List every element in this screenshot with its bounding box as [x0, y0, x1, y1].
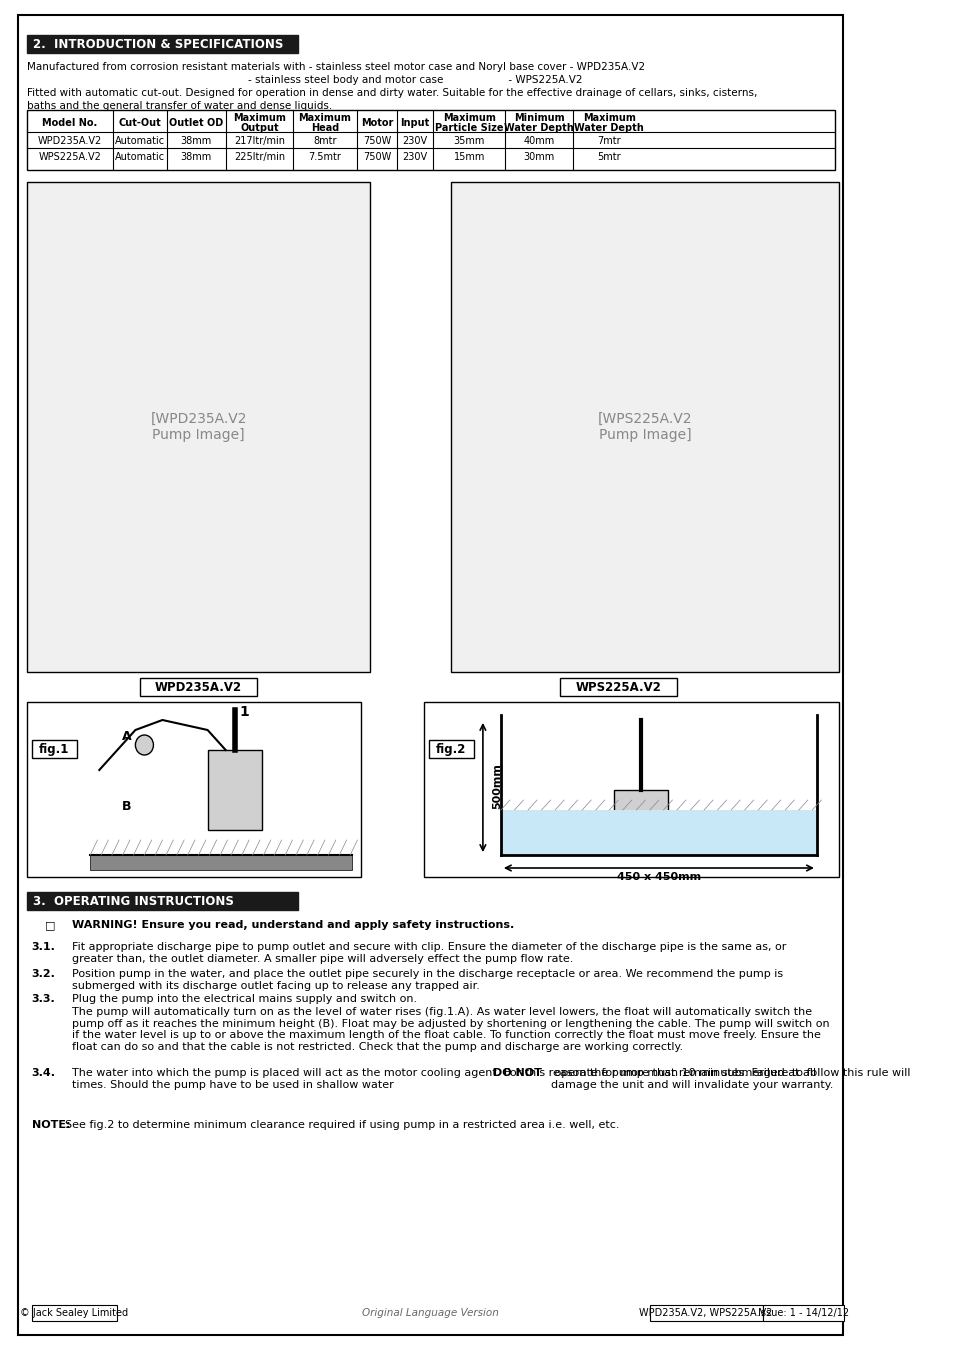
Text: operate for more than 10 minutes. Failure to follow this rule will
damage the un: operate for more than 10 minutes. Failur… — [550, 1068, 909, 1089]
Text: DO NOT: DO NOT — [493, 1068, 541, 1079]
Bar — [761, 1305, 843, 1322]
Text: Fitted with automatic cut-out. Designed for operation in dense and dirty water. : Fitted with automatic cut-out. Designed … — [27, 88, 757, 99]
Text: 230V: 230V — [402, 153, 427, 162]
Bar — [27, 182, 370, 672]
Text: Issue: 1 - 14/12/12: Issue: 1 - 14/12/12 — [757, 1308, 848, 1318]
Text: WARNING! Ensure you read, understand and apply safety instructions.: WARNING! Ensure you read, understand and… — [72, 919, 514, 930]
Bar — [27, 892, 297, 910]
Text: 450 x 450mm: 450 x 450mm — [617, 872, 700, 882]
Text: Input: Input — [400, 117, 430, 128]
Bar — [27, 35, 297, 53]
Text: 3.  OPERATING INSTRUCTIONS: 3. OPERATING INSTRUCTIONS — [33, 895, 234, 909]
Text: Plug the pump into the electrical mains supply and switch on.: Plug the pump into the electrical mains … — [72, 994, 416, 1004]
Bar — [428, 740, 474, 757]
Text: 3.4.: 3.4. — [31, 1068, 55, 1079]
Text: Head: Head — [311, 123, 338, 134]
Text: 1: 1 — [239, 705, 249, 720]
Text: Maximum: Maximum — [442, 113, 496, 123]
Circle shape — [135, 734, 153, 755]
Text: WPS225A.V2: WPS225A.V2 — [38, 153, 101, 162]
Text: Output: Output — [240, 123, 278, 134]
Text: 217ltr/min: 217ltr/min — [233, 136, 285, 146]
Text: □: □ — [45, 919, 55, 930]
Text: [WPS225A.V2
Pump Image]: [WPS225A.V2 Pump Image] — [598, 412, 692, 441]
Text: Water Depth: Water Depth — [574, 123, 643, 134]
Bar — [27, 109, 834, 170]
Text: 40mm: 40mm — [523, 136, 555, 146]
Text: Cut-Out: Cut-Out — [118, 117, 161, 128]
Bar — [559, 678, 677, 697]
Text: 2.  INTRODUCTION & SPECIFICATIONS: 2. INTRODUCTION & SPECIFICATIONS — [33, 38, 283, 51]
Text: See fig.2 to determine minimum clearance required if using pump in a restricted : See fig.2 to determine minimum clearance… — [65, 1120, 618, 1130]
Text: NOTE:: NOTE: — [31, 1120, 70, 1130]
Text: Minimum: Minimum — [514, 113, 564, 123]
Text: 8mtr: 8mtr — [313, 136, 336, 146]
Text: Automatic: Automatic — [114, 153, 165, 162]
Text: 750W: 750W — [362, 136, 391, 146]
Text: Original Language Version: Original Language Version — [362, 1308, 498, 1318]
Bar — [613, 790, 667, 850]
Text: Position pump in the water, and place the outlet pipe securely in the discharge : Position pump in the water, and place th… — [72, 969, 782, 991]
Text: Automatic: Automatic — [114, 136, 165, 146]
Text: WPD235A.V2: WPD235A.V2 — [154, 680, 242, 694]
Text: Maximum: Maximum — [233, 113, 286, 123]
Text: 38mm: 38mm — [180, 136, 212, 146]
Text: Outlet OD: Outlet OD — [169, 117, 223, 128]
Text: 7mtr: 7mtr — [597, 136, 620, 146]
Text: 750W: 750W — [362, 153, 391, 162]
Bar — [31, 1305, 117, 1322]
Bar — [208, 751, 261, 830]
Text: [WPD235A.V2
Pump Image]: [WPD235A.V2 Pump Image] — [151, 412, 247, 441]
Text: Water Depth: Water Depth — [504, 123, 574, 134]
Text: 3.2.: 3.2. — [31, 969, 55, 979]
Text: 30mm: 30mm — [523, 153, 555, 162]
Text: Fit appropriate discharge pipe to pump outlet and secure with clip. Ensure the d: Fit appropriate discharge pipe to pump o… — [72, 942, 786, 964]
Text: Model No.: Model No. — [42, 117, 97, 128]
Text: A: A — [121, 730, 132, 742]
Bar — [649, 1305, 761, 1322]
Text: 38mm: 38mm — [180, 153, 212, 162]
Text: 3.3.: 3.3. — [31, 994, 55, 1004]
Text: The pump will automatically turn on as the level of water rises (fig.1.A). As wa: The pump will automatically turn on as t… — [72, 1007, 829, 1052]
Text: 225ltr/min: 225ltr/min — [233, 153, 285, 162]
Text: 5mtr: 5mtr — [597, 153, 620, 162]
Text: WPS225A.V2: WPS225A.V2 — [575, 680, 660, 694]
Bar — [451, 182, 839, 672]
Text: 15mm: 15mm — [454, 153, 484, 162]
Text: B: B — [121, 801, 131, 813]
Text: 35mm: 35mm — [454, 136, 484, 146]
Text: Motor: Motor — [360, 117, 393, 128]
Bar — [140, 678, 257, 697]
Text: WPD235A.V2, WPS225A.V2: WPD235A.V2, WPS225A.V2 — [639, 1308, 772, 1318]
Text: fig.1: fig.1 — [39, 743, 70, 756]
Text: 500mm: 500mm — [492, 763, 501, 809]
Text: - stainless steel body and motor case                    - WPS225A.V2: - stainless steel body and motor case - … — [27, 76, 582, 85]
Text: 3.1.: 3.1. — [31, 942, 55, 952]
Text: The water into which the pump is placed will act as the motor cooling agent. For: The water into which the pump is placed … — [72, 1068, 816, 1089]
Text: Manufactured from corrosion resistant materials with - stainless steel motor cas: Manufactured from corrosion resistant ma… — [27, 62, 644, 72]
Text: Maximum: Maximum — [298, 113, 351, 123]
Text: 230V: 230V — [402, 136, 427, 146]
Text: fig.2: fig.2 — [436, 743, 466, 756]
Bar — [500, 810, 816, 855]
Text: Maximum: Maximum — [582, 113, 635, 123]
Text: © Jack Sealey Limited: © Jack Sealey Limited — [20, 1308, 128, 1318]
Text: baths and the general transfer of water and dense liquids.: baths and the general transfer of water … — [27, 101, 332, 111]
Bar — [31, 740, 76, 757]
Bar — [91, 855, 352, 869]
Bar — [27, 702, 360, 878]
Bar — [424, 702, 839, 878]
Text: 7.5mtr: 7.5mtr — [308, 153, 341, 162]
Text: Particle Size: Particle Size — [435, 123, 503, 134]
Text: WPD235A.V2: WPD235A.V2 — [38, 136, 102, 146]
